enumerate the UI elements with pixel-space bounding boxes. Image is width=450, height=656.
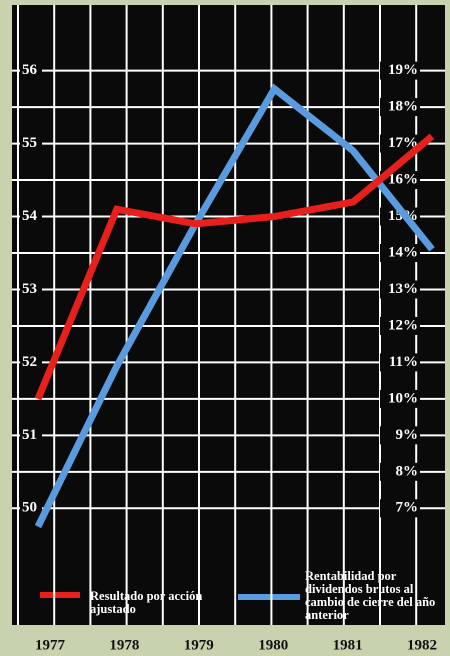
y-tick-label: 53 (22, 281, 37, 297)
tick-bg (20, 426, 42, 445)
y2-tick-label: 17% (388, 135, 418, 151)
y2-tick-label: 14% (388, 244, 418, 260)
tick-bg (20, 499, 42, 518)
y2-tick-label: 7% (396, 500, 419, 516)
y2-tick-label: 9% (396, 427, 419, 443)
tick-bg (380, 462, 420, 481)
x-tick-label: 1979 (184, 637, 214, 653)
plot-area (12, 5, 445, 625)
legend-label: Resultado por acción ajustado (90, 589, 203, 616)
legend-label: Rentabilidad por dividendos brutos al ca… (305, 569, 436, 622)
tick-bg (380, 280, 420, 299)
y-tick-label: 52 (22, 354, 37, 370)
y2-tick-label: 19% (388, 62, 418, 78)
y-tick-label: 55 (22, 135, 37, 151)
line-series (34, 133, 435, 401)
tick-bg (20, 207, 42, 226)
y2-tick-label: 11% (389, 354, 418, 370)
tick-bg (380, 61, 420, 80)
y-tick-label: 50 (22, 500, 37, 516)
y2-tick-label: 10% (388, 390, 418, 406)
y2-tick-label: 13% (388, 281, 418, 297)
y-tick-label: 54 (22, 208, 38, 224)
tick-bg (380, 426, 420, 445)
y2-tick-label: 12% (388, 317, 418, 333)
x-tick-label: 1982 (407, 637, 437, 653)
tick-bg (380, 353, 420, 372)
tick-bg (380, 316, 420, 335)
tick-bg (20, 61, 42, 80)
y2-tick-label: 18% (388, 99, 418, 115)
x-tick-label: 1980 (258, 637, 288, 653)
tick-bg (20, 353, 42, 372)
x-tick-label: 1977 (35, 637, 66, 653)
tick-bg (20, 134, 42, 153)
x-tick-label: 1981 (333, 637, 363, 653)
y2-tick-label: 8% (396, 463, 419, 479)
line-series (34, 83, 435, 529)
tick-bg (380, 98, 420, 117)
x-tick-label: 1978 (109, 637, 139, 653)
tick-bg (380, 134, 420, 153)
tick-bg (380, 389, 420, 408)
tick-bg (380, 244, 420, 262)
y-tick-label: 51 (22, 427, 37, 443)
y-tick-label: 56 (22, 62, 38, 78)
tick-bg (380, 499, 420, 518)
y2-tick-label: 16% (388, 171, 418, 187)
tick-bg (20, 280, 42, 299)
